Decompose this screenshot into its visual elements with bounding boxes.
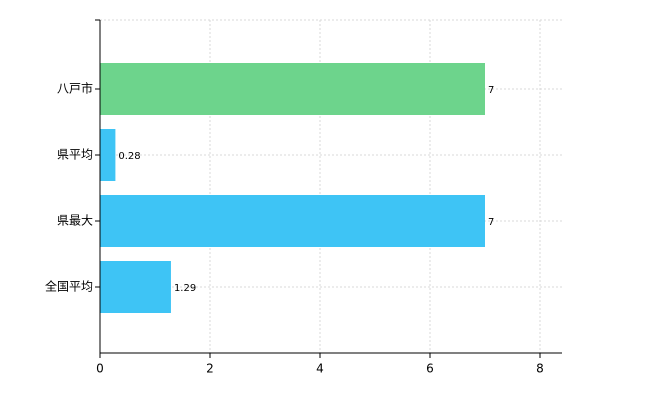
x-tick-label: 2 <box>206 362 214 376</box>
x-tick-label: 6 <box>426 362 434 376</box>
bar <box>100 129 116 181</box>
bar <box>100 195 485 247</box>
value-label: 0.28 <box>118 151 140 162</box>
y-tick-label: 八戸市 <box>57 81 93 96</box>
x-tick-label: 8 <box>536 362 544 376</box>
x-tick-label: 0 <box>96 362 104 376</box>
value-label: 7 <box>488 85 494 96</box>
value-label: 7 <box>488 217 494 228</box>
bar <box>100 63 485 115</box>
x-tick-label: 4 <box>316 362 324 376</box>
bar <box>100 261 171 313</box>
y-tick-label: 全国平均 <box>45 279 93 294</box>
value-label: 1.29 <box>174 283 196 294</box>
y-tick-label: 県平均 <box>57 148 93 162</box>
y-tick-label: 県最大 <box>57 214 93 228</box>
